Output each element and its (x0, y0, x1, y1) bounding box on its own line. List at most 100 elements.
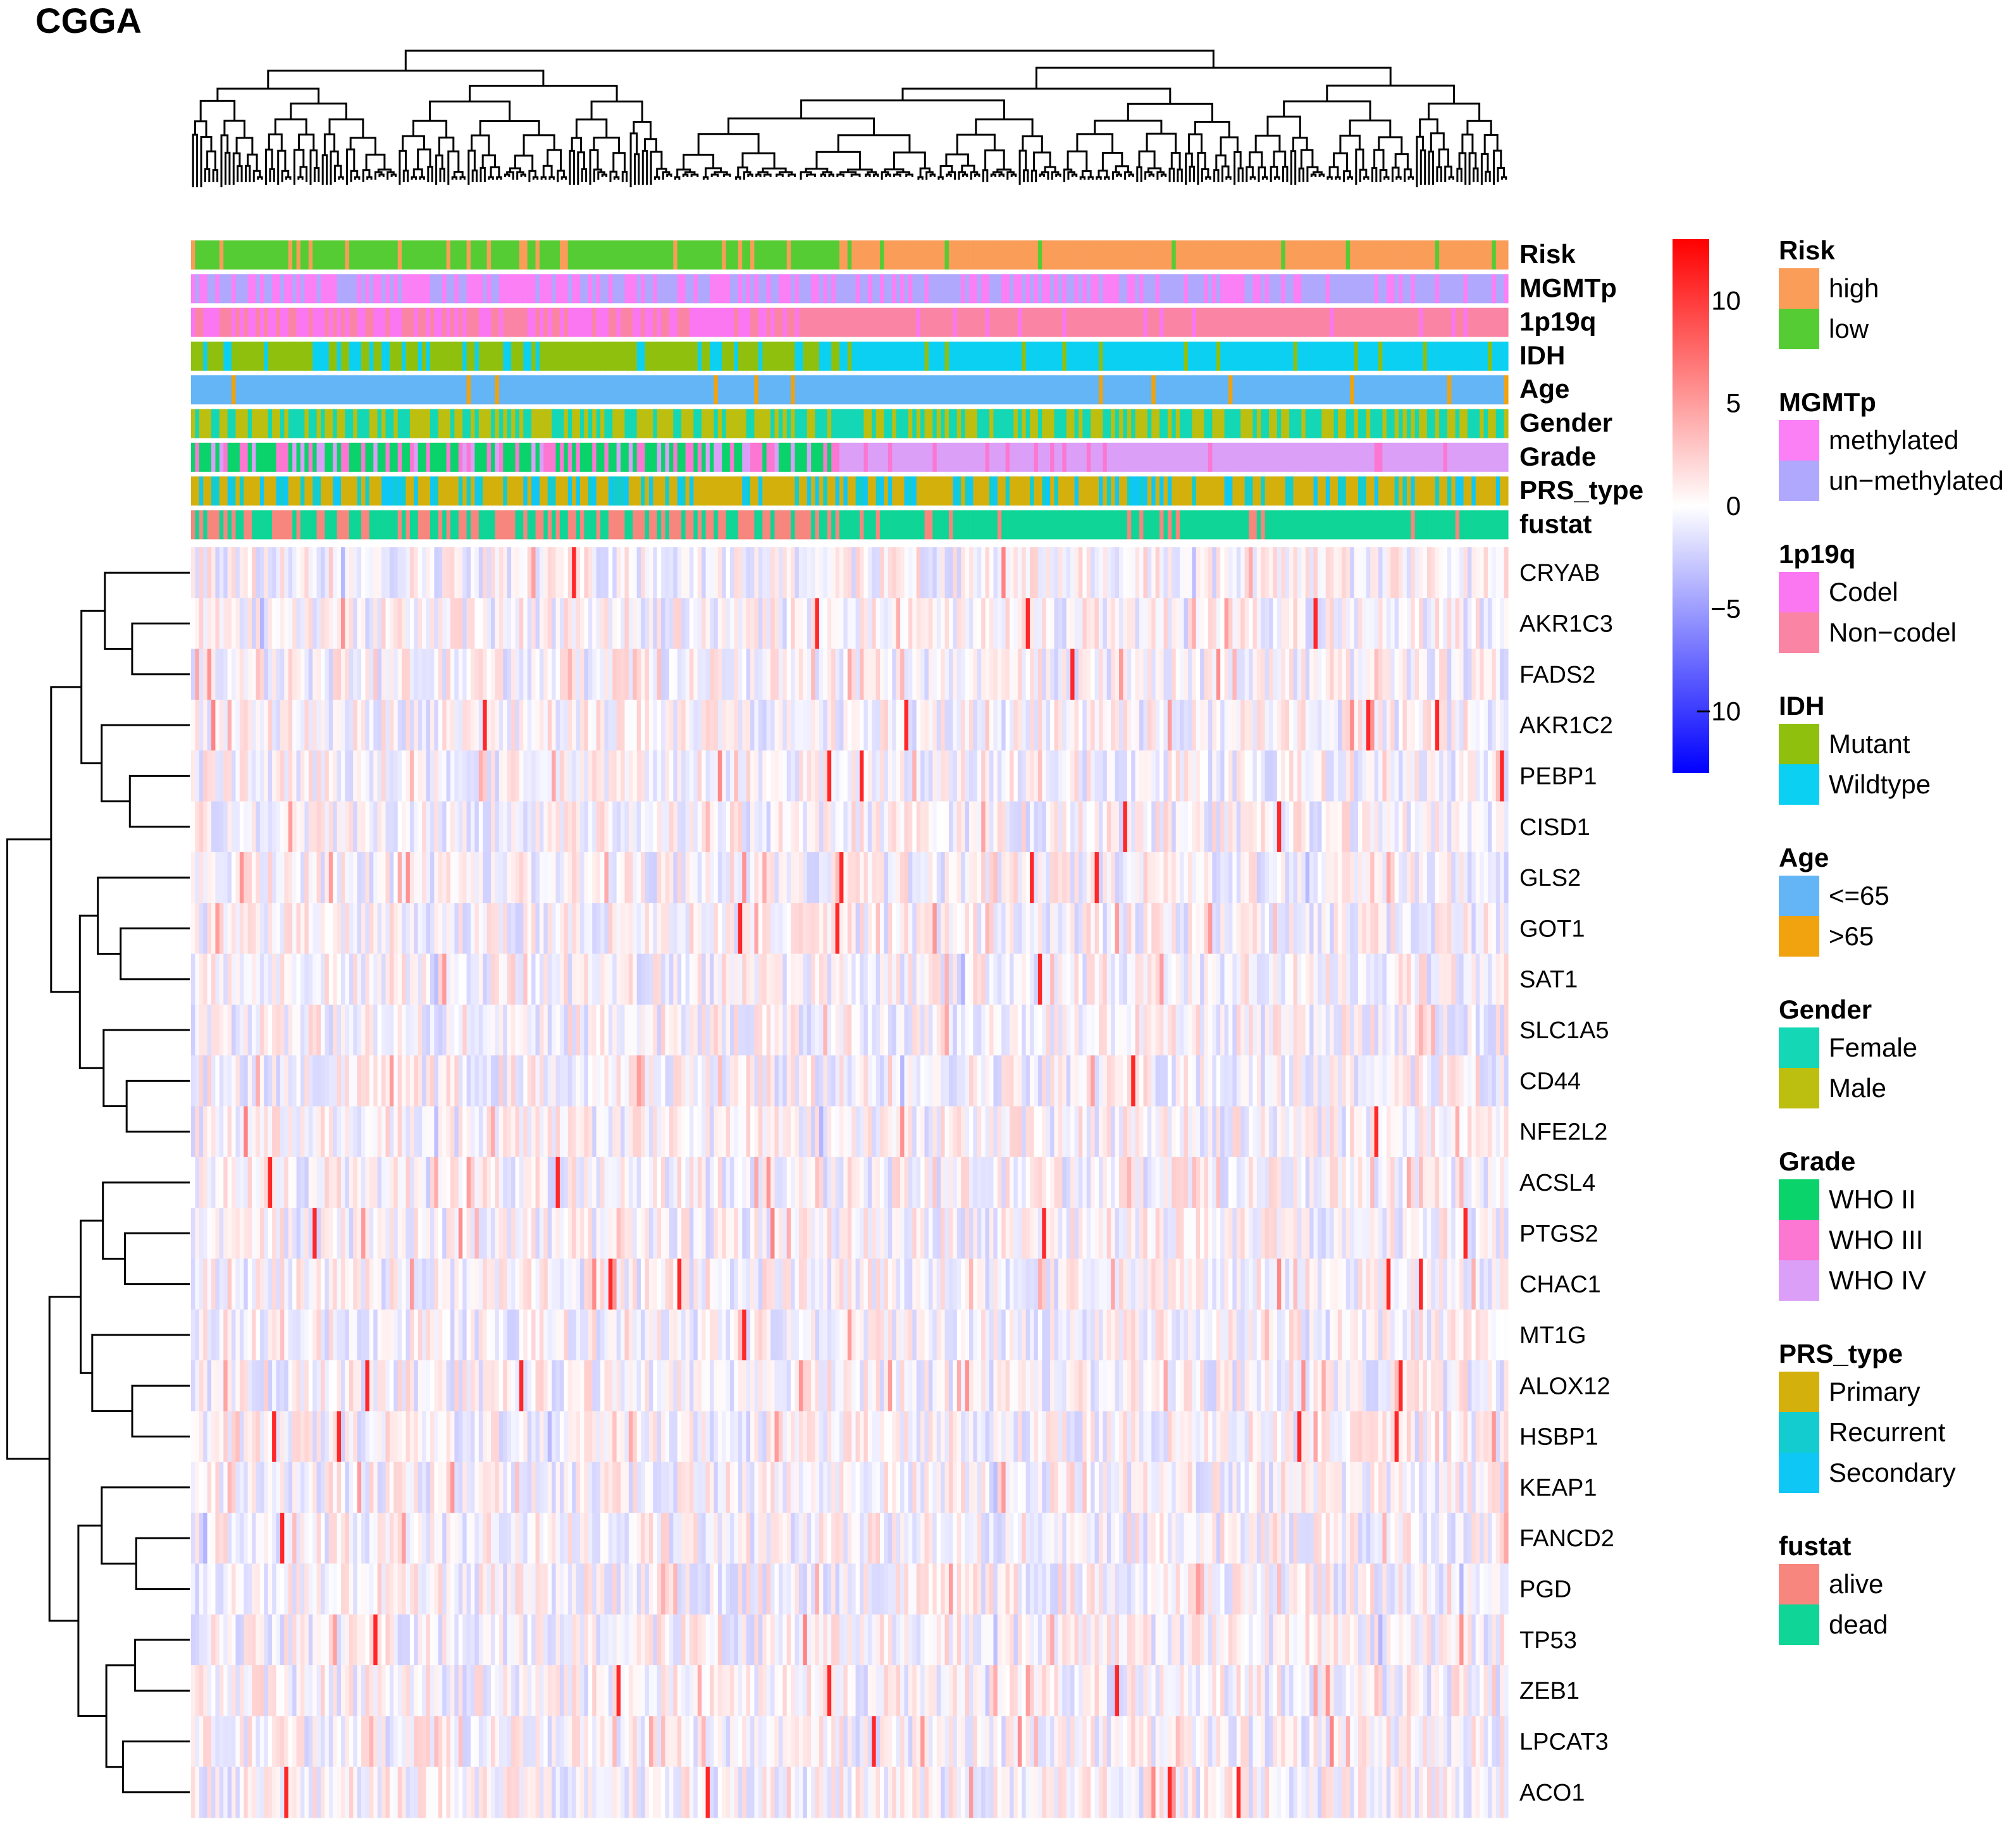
track-cell (1119, 240, 1124, 270)
heatmap-cell (1386, 699, 1391, 751)
track-cell (1147, 409, 1152, 438)
track-cell (1492, 510, 1497, 540)
track-cell (689, 442, 694, 472)
track-cell (247, 240, 252, 270)
heatmap-cell (219, 547, 224, 599)
heatmap-cell (714, 648, 719, 700)
track-cell (827, 307, 832, 337)
track-cell (195, 274, 200, 304)
track-cell (1459, 375, 1464, 405)
track-cell (1317, 442, 1322, 472)
track-cell (673, 240, 678, 270)
heatmap-cell (730, 547, 735, 599)
track-cell (875, 510, 881, 540)
dendrogram-link (101, 1486, 190, 1565)
track-cell (312, 476, 318, 506)
track-cell (1273, 375, 1278, 405)
track-cell (247, 307, 252, 337)
heatmap-cell (300, 699, 305, 751)
track-cell (1106, 240, 1111, 270)
heatmap-cell (1480, 598, 1485, 650)
heatmap-cell (426, 699, 431, 751)
dendrogram-link (362, 169, 371, 182)
heatmap-cell (486, 750, 492, 802)
track-cell (1273, 274, 1278, 304)
heatmap-cell (1204, 750, 1209, 802)
heatmap-cell (985, 547, 990, 599)
track-cell (1337, 307, 1342, 337)
track-cell (1354, 375, 1359, 405)
track-cell (628, 476, 633, 506)
track-cell (1374, 341, 1379, 371)
track-cell (426, 375, 431, 405)
track-cell (977, 409, 982, 438)
track-cell (1082, 409, 1087, 438)
track-cell (462, 476, 467, 506)
track-cell (608, 409, 613, 438)
track-cell (1305, 341, 1310, 371)
heatmap-cell (579, 750, 584, 802)
heatmap-cell (1317, 598, 1322, 650)
track-cell (422, 476, 427, 506)
track-cell (867, 510, 872, 540)
heatmap-cell (665, 648, 670, 700)
track-cell (851, 476, 856, 506)
heatmap-cell (697, 648, 702, 700)
heatmap-cell (333, 547, 338, 599)
track-cell (807, 341, 812, 371)
track-cell (973, 442, 978, 472)
track-cell (1204, 476, 1209, 506)
track-cell (1394, 375, 1399, 405)
track-cell (948, 510, 953, 540)
track-cell (1106, 274, 1111, 304)
track-cell (628, 341, 633, 371)
track-cell (1042, 240, 1047, 270)
track-cell (1483, 442, 1488, 472)
track-cell (953, 240, 958, 270)
heatmap-cell (235, 547, 240, 599)
track-cell (1277, 240, 1282, 270)
track-cell (1357, 409, 1363, 438)
heatmap-cell (414, 801, 419, 853)
heatmap-cell (944, 547, 949, 599)
track-cell (689, 341, 694, 371)
track-cell (1163, 341, 1168, 371)
track-cell (669, 307, 674, 337)
heatmap-cell (316, 648, 321, 700)
track-cell (616, 476, 621, 506)
track-cell (1370, 240, 1375, 270)
heatmap-cell (965, 648, 970, 700)
track-cell (997, 476, 1002, 506)
heatmap-cell (576, 750, 581, 802)
dendrogram-link (1436, 166, 1442, 182)
track-cell (1098, 375, 1103, 405)
heatmap-cell (1256, 547, 1261, 599)
track-cell (1419, 375, 1424, 405)
heatmap-cell (904, 547, 909, 599)
track-cell (252, 341, 257, 371)
heatmap-cell (665, 547, 670, 599)
heatmap-cell (247, 547, 252, 599)
heatmap-cell (1261, 598, 1266, 650)
heatmap-cell (1046, 648, 1051, 700)
track-cell (211, 409, 216, 438)
heatmap-cell (1058, 750, 1063, 802)
heatmap-cell (414, 598, 419, 650)
track-cell (1495, 274, 1500, 304)
track-cell (227, 375, 232, 405)
track-cell (819, 240, 824, 270)
track-cell (491, 274, 496, 304)
track-cell (1402, 510, 1407, 540)
track-cell (827, 476, 832, 506)
track-cell (1483, 476, 1488, 506)
dendrogram-link (1104, 176, 1110, 180)
track-cell (1042, 341, 1047, 371)
heatmap-cell (961, 699, 966, 751)
heatmap-cell (1390, 547, 1395, 599)
track-cell (531, 476, 536, 506)
track-cell (750, 442, 755, 472)
dendrogram-link (1148, 173, 1154, 177)
heatmap-cell (1426, 699, 1432, 751)
heatmap-cell (596, 648, 601, 700)
track-cell (361, 476, 366, 506)
